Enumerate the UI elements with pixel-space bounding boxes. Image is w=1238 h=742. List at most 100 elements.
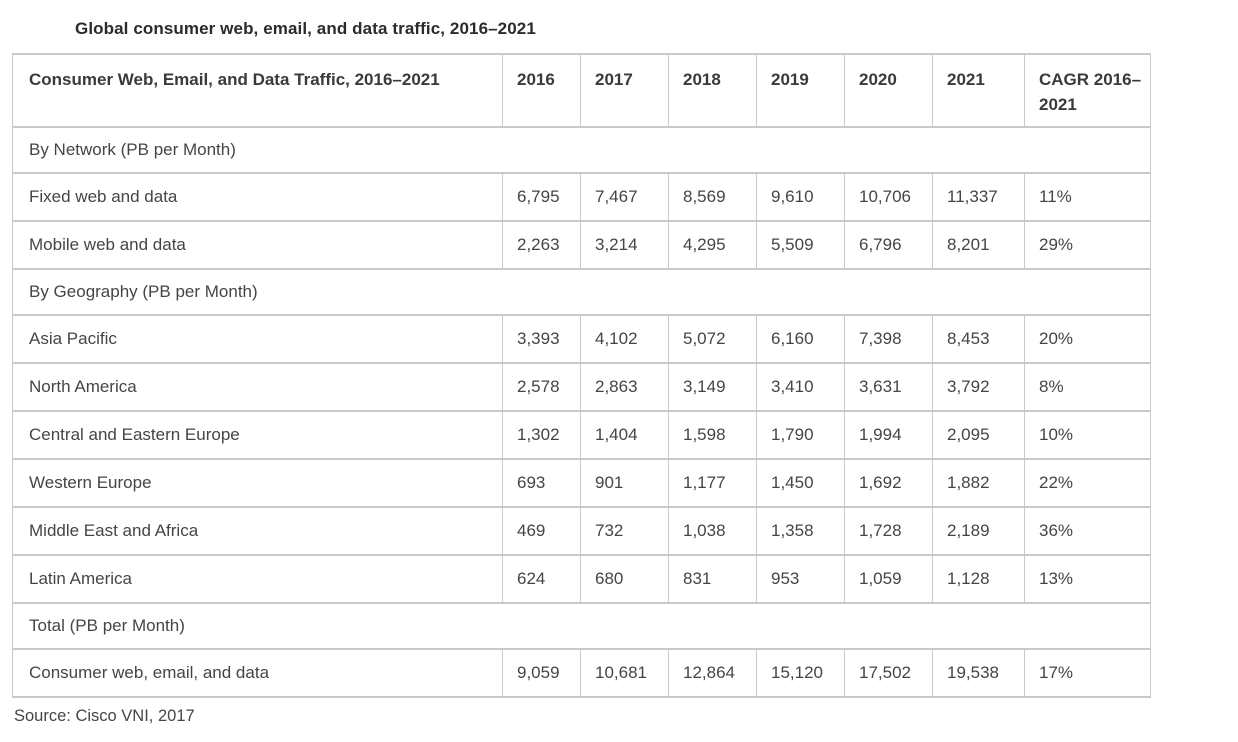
- value-cell: 3,214: [580, 220, 669, 270]
- value-cell: 6,796: [844, 220, 933, 270]
- value-cell: 13%: [1024, 554, 1151, 604]
- row-label: Fixed web and data: [12, 172, 503, 222]
- value-cell: 2,263: [502, 220, 581, 270]
- value-cell: 3,792: [932, 362, 1025, 412]
- column-header: 2016: [502, 53, 581, 128]
- value-cell: 1,994: [844, 410, 933, 460]
- value-cell: 1,728: [844, 506, 933, 556]
- table-row: Latin America 624 680 831 953 1,059 1,128 13%: [12, 554, 1151, 604]
- value-cell: 1,038: [668, 506, 757, 556]
- table-row: Consumer web, email, and data 9,059 10,681…: [12, 648, 1151, 698]
- value-cell: 22%: [1024, 458, 1151, 508]
- value-cell: 9,610: [756, 172, 845, 222]
- source-note: Source: Cisco VNI, 2017: [14, 707, 195, 725]
- value-cell: 3,393: [502, 314, 581, 364]
- value-cell: 3,149: [668, 362, 757, 412]
- table-row: Fixed web and data 6,795 7,467 8,569 9,610 10…: [12, 172, 1151, 222]
- row-label: Middle East and Africa: [12, 506, 503, 556]
- value-cell: 1,059: [844, 554, 933, 604]
- value-cell: 4,102: [580, 314, 669, 364]
- table-body: By Network (PB per Month) Fixed web and d…: [12, 126, 1151, 698]
- value-cell: 4,295: [668, 220, 757, 270]
- value-cell: 1,358: [756, 506, 845, 556]
- page-title: Global consumer web, email, and data tra…: [75, 19, 536, 38]
- table-row: Mobile web and data 2,263 3,214 4,295 5,509 6…: [12, 220, 1151, 270]
- value-cell: 8,569: [668, 172, 757, 222]
- value-cell: 8%: [1024, 362, 1151, 412]
- value-cell: 469: [502, 506, 581, 556]
- value-cell: 3,410: [756, 362, 845, 412]
- value-cell: 2,863: [580, 362, 669, 412]
- column-header: 2017: [580, 53, 669, 128]
- value-cell: 11,337: [932, 172, 1025, 222]
- value-cell: 901: [580, 458, 669, 508]
- value-cell: 2,578: [502, 362, 581, 412]
- value-cell: 1,882: [932, 458, 1025, 508]
- value-cell: 8,201: [932, 220, 1025, 270]
- column-header: 2019: [756, 53, 845, 128]
- row-label: Western Europe: [12, 458, 503, 508]
- value-cell: 15,120: [756, 648, 845, 698]
- table-row: Middle East and Africa 469 732 1,038 1,358 1,…: [12, 506, 1151, 556]
- value-cell: 953: [756, 554, 845, 604]
- table-header: Consumer Web, Email, and Data Traffic, 2…: [12, 53, 1151, 128]
- value-cell: 680: [580, 554, 669, 604]
- value-cell: 732: [580, 506, 669, 556]
- value-cell: 17%: [1024, 648, 1151, 698]
- value-cell: 12,864: [668, 648, 757, 698]
- value-cell: 36%: [1024, 506, 1151, 556]
- value-cell: 29%: [1024, 220, 1151, 270]
- section-header-row: By Network (PB per Month): [12, 126, 1151, 174]
- section-header: Total (PB per Month): [12, 602, 1151, 650]
- section-header: By Geography (PB per Month): [12, 268, 1151, 316]
- value-cell: 1,128: [932, 554, 1025, 604]
- value-cell: 5,072: [668, 314, 757, 364]
- table-row: Asia Pacific 3,393 4,102 5,072 6,160 7,398 8,4…: [12, 314, 1151, 364]
- header-row: Consumer Web, Email, and Data Traffic, 2…: [12, 53, 1151, 128]
- table-row: North America 2,578 2,863 3,149 3,410 3,631 3,…: [12, 362, 1151, 412]
- value-cell: 624: [502, 554, 581, 604]
- column-header: 2021: [932, 53, 1025, 128]
- value-cell: 1,302: [502, 410, 581, 460]
- column-header: 2020: [844, 53, 933, 128]
- row-label: Central and Eastern Europe: [12, 410, 503, 460]
- value-cell: 8,453: [932, 314, 1025, 364]
- row-label: Latin America: [12, 554, 503, 604]
- row-label: North America: [12, 362, 503, 412]
- value-cell: 10,681: [580, 648, 669, 698]
- value-cell: 2,095: [932, 410, 1025, 460]
- table-row: Central and Eastern Europe 1,302 1,404 1,59…: [12, 410, 1151, 460]
- value-cell: 1,598: [668, 410, 757, 460]
- value-cell: 7,398: [844, 314, 933, 364]
- value-cell: 831: [668, 554, 757, 604]
- row-label: Asia Pacific: [12, 314, 503, 364]
- value-cell: 1,404: [580, 410, 669, 460]
- value-cell: 11%: [1024, 172, 1151, 222]
- value-cell: 1,450: [756, 458, 845, 508]
- table-row: Western Europe 693 901 1,177 1,450 1,692 1,882…: [12, 458, 1151, 508]
- value-cell: 19,538: [932, 648, 1025, 698]
- value-cell: 2,189: [932, 506, 1025, 556]
- row-label: Mobile web and data: [12, 220, 503, 270]
- column-header-label: Consumer Web, Email, and Data Traffic, 2…: [12, 53, 503, 128]
- value-cell: 10,706: [844, 172, 933, 222]
- value-cell: 20%: [1024, 314, 1151, 364]
- section-header-row: Total (PB per Month): [12, 602, 1151, 650]
- value-cell: 1,177: [668, 458, 757, 508]
- section-header: By Network (PB per Month): [12, 126, 1151, 174]
- value-cell: 1,790: [756, 410, 845, 460]
- traffic-table: Consumer Web, Email, and Data Traffic, 2…: [12, 53, 1151, 698]
- section-header-row: By Geography (PB per Month): [12, 268, 1151, 316]
- value-cell: 9,059: [502, 648, 581, 698]
- value-cell: 17,502: [844, 648, 933, 698]
- value-cell: 693: [502, 458, 581, 508]
- column-header: 2018: [668, 53, 757, 128]
- value-cell: 7,467: [580, 172, 669, 222]
- value-cell: 10%: [1024, 410, 1151, 460]
- value-cell: 5,509: [756, 220, 845, 270]
- value-cell: 3,631: [844, 362, 933, 412]
- column-header: CAGR 2016–2021: [1024, 53, 1151, 128]
- row-label: Consumer web, email, and data: [12, 648, 503, 698]
- value-cell: 6,795: [502, 172, 581, 222]
